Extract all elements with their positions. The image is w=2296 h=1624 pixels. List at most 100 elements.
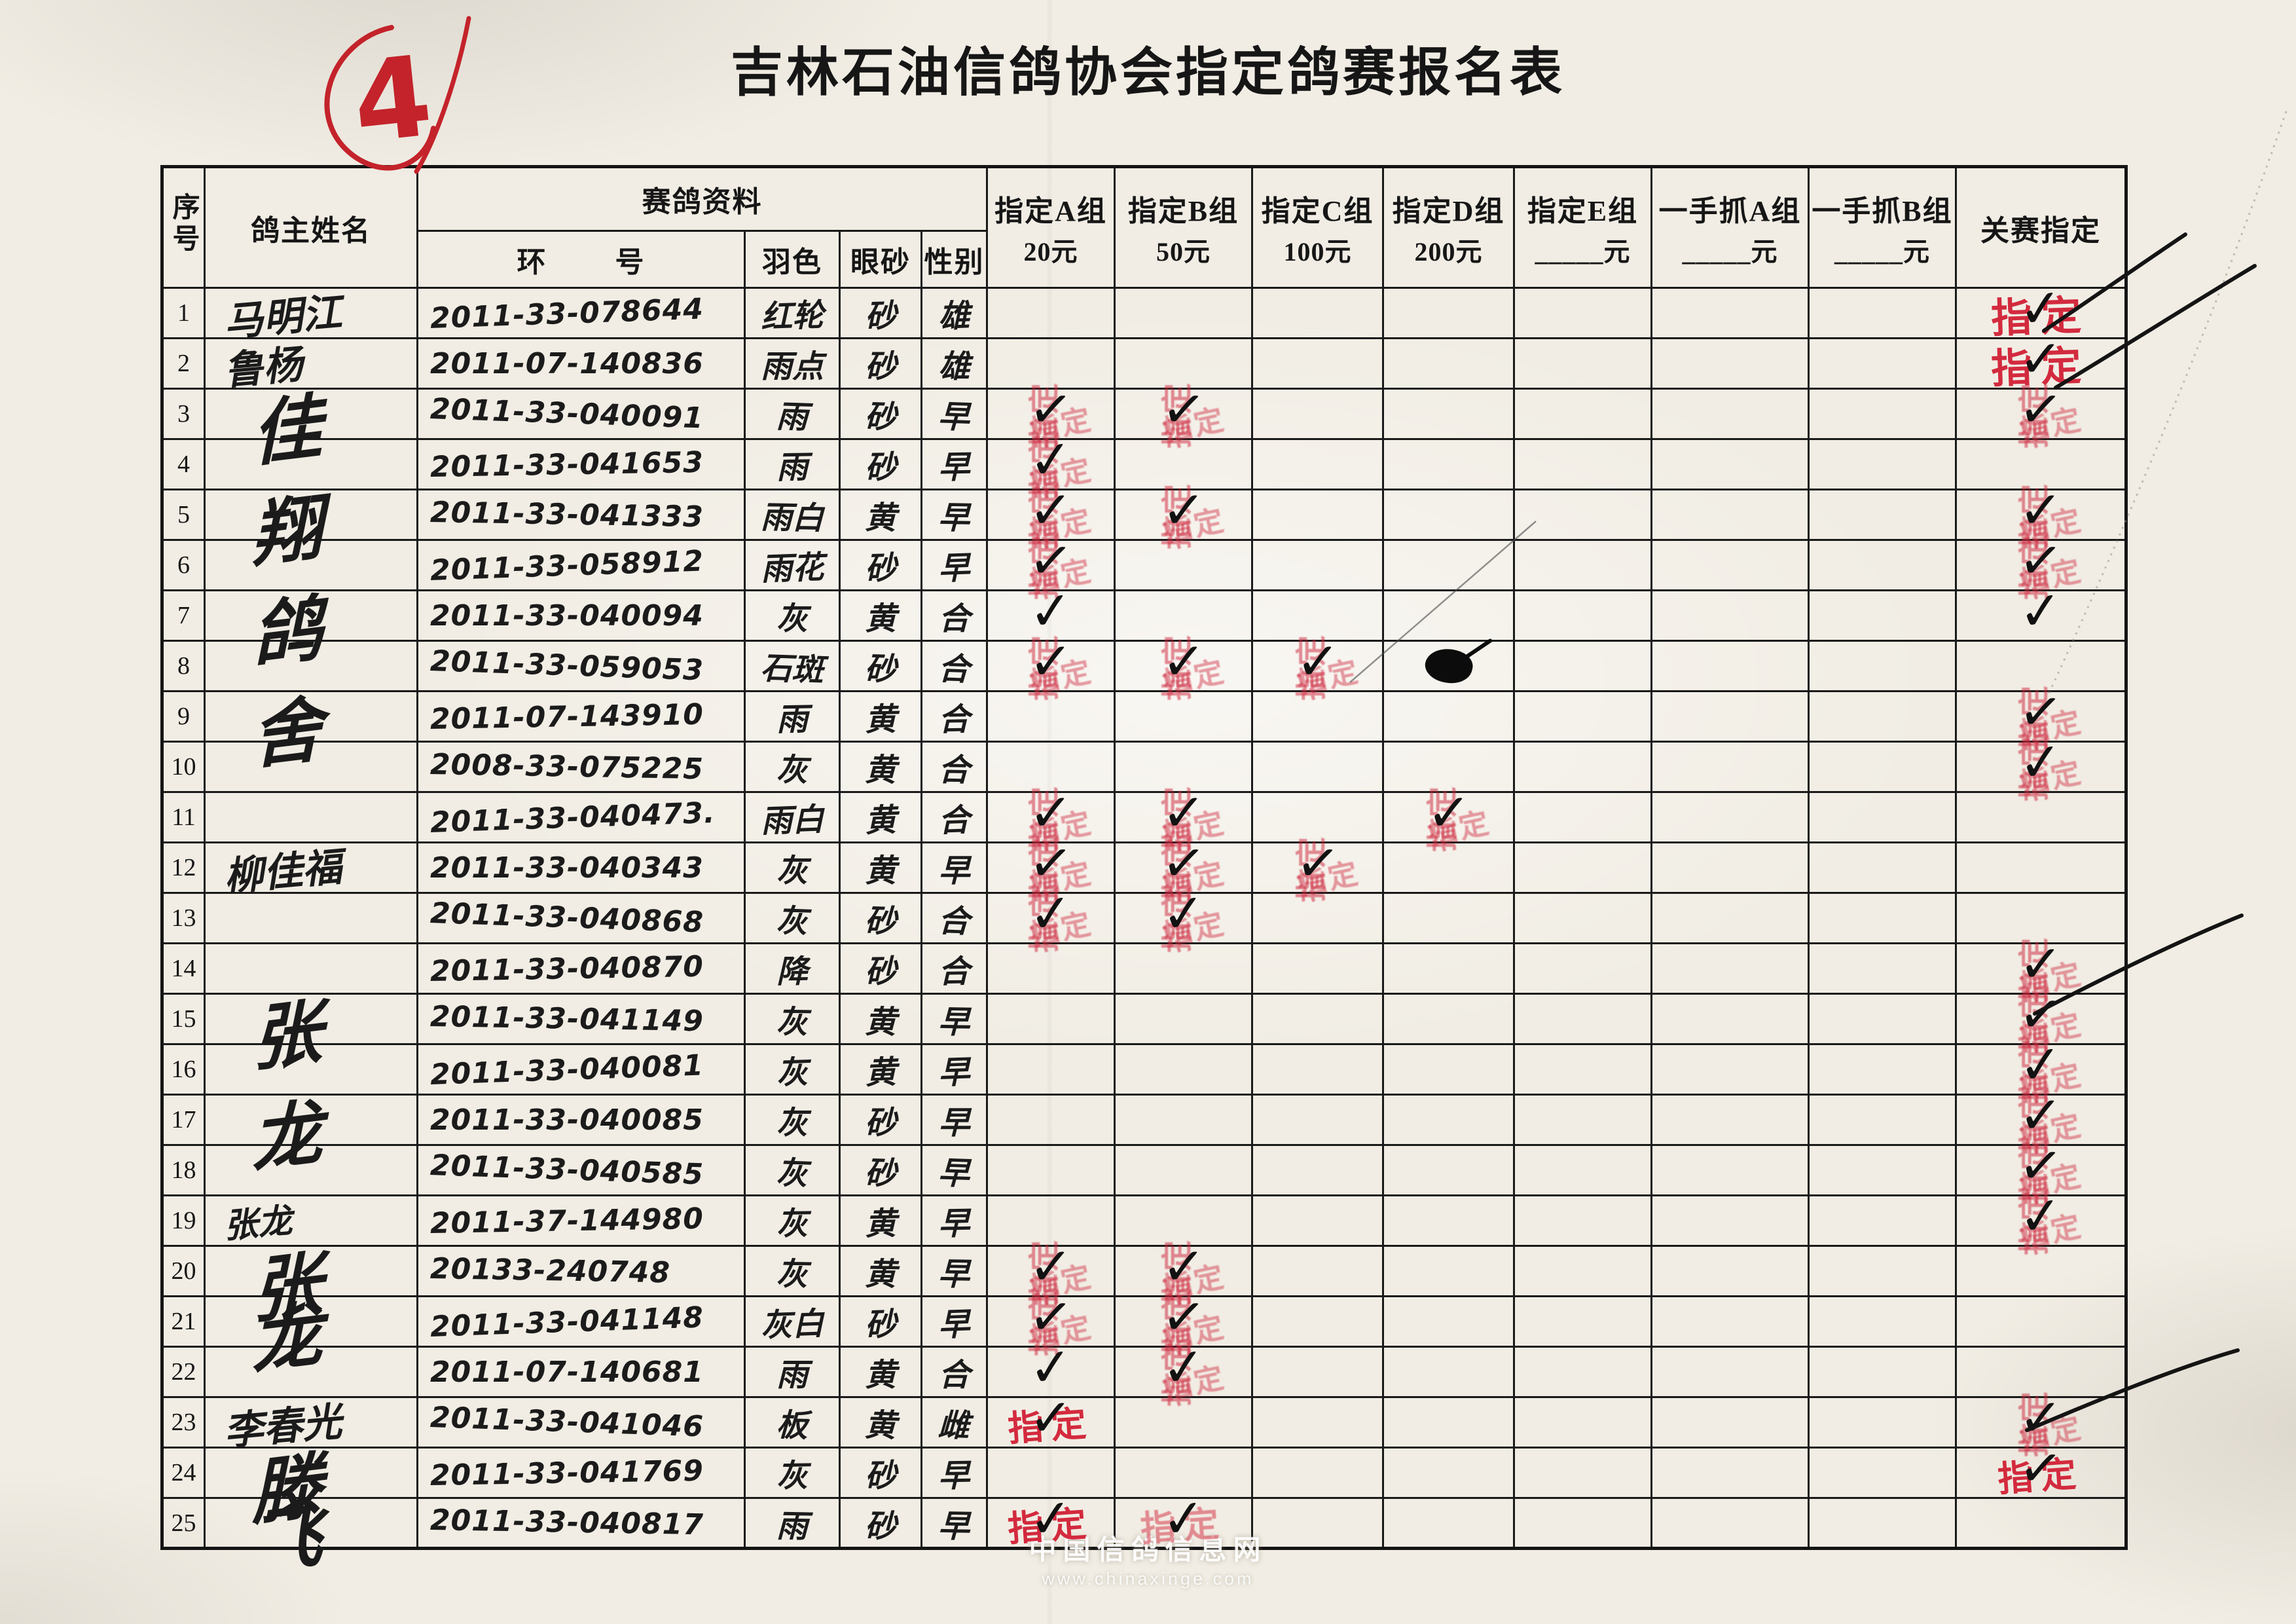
cell-grab-a — [1650, 1194, 1810, 1247]
cell-owner: 飞 — [204, 1495, 418, 1586]
owner-name-handwriting: 李春光 — [222, 1399, 344, 1455]
cell-group-e — [1513, 1043, 1652, 1096]
check-mark: ✓ — [1028, 782, 1074, 844]
sex-handwriting: 早 — [938, 1457, 971, 1495]
cell-group-a: 指定 指定 ✓ — [986, 377, 1116, 449]
cell-feather: 灰 — [744, 741, 841, 793]
cell-group-c — [1251, 539, 1384, 591]
cell-index: 22 — [161, 1346, 206, 1398]
cell-ring: 2011-33-078644 — [416, 287, 746, 339]
table-row: 3 佳 2011-33-040091 雨 砂 早 指定 指定 ✓ 指定 指定 ✓ 指定指… — [161, 377, 2127, 477]
ring-number-handwriting: 2011-33-059053 — [429, 644, 704, 688]
watermark-site-name: 中国信鸽信息网 — [1029, 1536, 1267, 1566]
cell-group-b — [1114, 1144, 1253, 1196]
cell-owner: 舍 — [204, 688, 418, 779]
cell-owner — [204, 1043, 418, 1096]
owner-name-handwriting: 马明江 — [222, 289, 344, 346]
owner-name-handwriting: 柳佳福 — [222, 844, 344, 900]
cell-group-a — [986, 993, 1116, 1045]
cell-group-d — [1382, 337, 1515, 390]
cell-final-race: 指定 指定 ✓ — [1955, 528, 2127, 600]
cell-group-b — [1114, 539, 1253, 591]
ring-number-handwriting: 2008-33-075225 — [429, 747, 704, 786]
check-mark: ✓ — [1159, 881, 1208, 946]
feather-color-handwriting: 灰白 — [760, 1305, 825, 1344]
cell-owner: 龙 — [204, 1092, 418, 1183]
cell-ring: 2011-07-143910 — [416, 690, 746, 743]
table-row: 6 2011-33-058912 雨花 砂 早 指定 指定 ✓ 指定 指定 ✓ — [161, 528, 2127, 600]
cell-final-race — [1955, 791, 2127, 843]
eye-sand-handwriting: 砂 — [864, 348, 896, 385]
zhiding-stamp: 指定 指定 — [1957, 934, 2124, 1003]
ring-number-handwriting: 2011-33-041769 — [429, 1454, 704, 1492]
cell-group-d — [1382, 287, 1515, 339]
cell-group-b: 指定 ✓ — [1114, 1486, 1253, 1550]
feather-color-handwriting: 降 — [776, 953, 809, 991]
stamp-text: 指定 — [2016, 682, 2053, 751]
eye-sand-handwriting: 砂 — [864, 549, 898, 587]
row-number: 25 — [171, 1509, 196, 1537]
row-number: 21 — [171, 1308, 196, 1335]
cell-group-b — [1114, 287, 1253, 339]
check-mark: ✓ — [1028, 479, 1074, 542]
cell-group-c — [1251, 791, 1384, 843]
cell-group-d — [1382, 489, 1515, 541]
cell-group-c — [1251, 1497, 1384, 1549]
cell-group-d — [1382, 1447, 1515, 1499]
cell-eye: 黄 — [839, 589, 922, 642]
cell-eye: 砂 — [839, 1094, 922, 1146]
eye-sand-handwriting: 黄 — [864, 1003, 897, 1041]
eye-sand-handwriting: 黄 — [864, 600, 896, 637]
feather-color-handwriting: 灰 — [776, 600, 808, 637]
zhiding-stamp: 指定 指定 — [1957, 732, 2124, 802]
cell-feather: 灰 — [744, 1447, 841, 1499]
sex-handwriting: 合 — [938, 902, 971, 940]
cell-group-e — [1513, 791, 1652, 843]
cell-eye: 砂 — [839, 892, 922, 944]
cell-index: 10 — [161, 741, 206, 793]
check-mark: ✓ — [1027, 428, 1075, 492]
zhiding-stamp: 指定 指定 — [988, 480, 1114, 549]
ring-number-handwriting: 2011-33-041333 — [429, 495, 704, 534]
cell-group-e — [1513, 337, 1652, 390]
check-mark: ✓ — [1025, 528, 1076, 593]
check-mark: ✓ — [2016, 730, 2065, 794]
cell-group-b — [1114, 589, 1253, 642]
cell-final-race — [1955, 1497, 2127, 1549]
cell-sex: 早 — [920, 539, 988, 591]
header-sex: 性别 — [920, 230, 988, 289]
cell-group-e — [1513, 1396, 1652, 1449]
check-mark: ✓ — [1027, 881, 1075, 946]
stamp-text: 指定 — [2016, 530, 2053, 600]
cell-index: 2 — [161, 337, 206, 390]
stamp-text: 指定 — [1027, 883, 1063, 953]
header-grab-a: 一手抓A组 _____元 — [1650, 166, 1810, 289]
check-mark: ✓ — [2015, 1435, 2066, 1501]
stamp-text: 指定 — [1425, 783, 1461, 852]
header-group-d: 指定D组 200元 — [1382, 166, 1515, 289]
feather-color-handwriting: 雨 — [776, 1507, 809, 1545]
cell-eye: 砂 — [839, 1295, 922, 1348]
table-row: 23 李春光 2011-33-041046 板 黄 雌 指定 ✓ 指定 指定 ✓ — [161, 1387, 2127, 1457]
cell-group-e — [1513, 287, 1652, 339]
cell-group-e — [1513, 993, 1652, 1045]
cell-group-e — [1513, 1346, 1652, 1398]
cell-group-d — [1382, 993, 1515, 1045]
stamp-text: 指定 — [1159, 480, 1195, 549]
table-row: 15 张 2011-33-041149 灰 黄 早 指定 指定 ✓ — [161, 982, 2127, 1082]
cell-group-c — [1251, 1447, 1384, 1499]
cell-group-e — [1513, 1194, 1652, 1247]
header-group-e: 指定E组 _____元 — [1513, 166, 1652, 289]
eye-sand-handwriting: 砂 — [864, 1306, 898, 1344]
ring-number-handwriting: 2011-33-058912 — [429, 544, 704, 587]
cell-ring: 2011-33-040081 — [416, 1043, 746, 1096]
cell-group-b — [1114, 741, 1253, 793]
cell-group-d — [1382, 1295, 1515, 1348]
cell-grab-a — [1650, 489, 1810, 541]
row-number: 14 — [171, 955, 196, 982]
stamp-text: 指定 — [1027, 430, 1063, 499]
cell-feather: 雨 — [744, 1346, 841, 1398]
sex-handwriting: 合 — [938, 600, 970, 637]
stamp-text: 指定 — [1027, 1287, 1063, 1356]
eye-sand-handwriting: 黄 — [864, 853, 896, 889]
